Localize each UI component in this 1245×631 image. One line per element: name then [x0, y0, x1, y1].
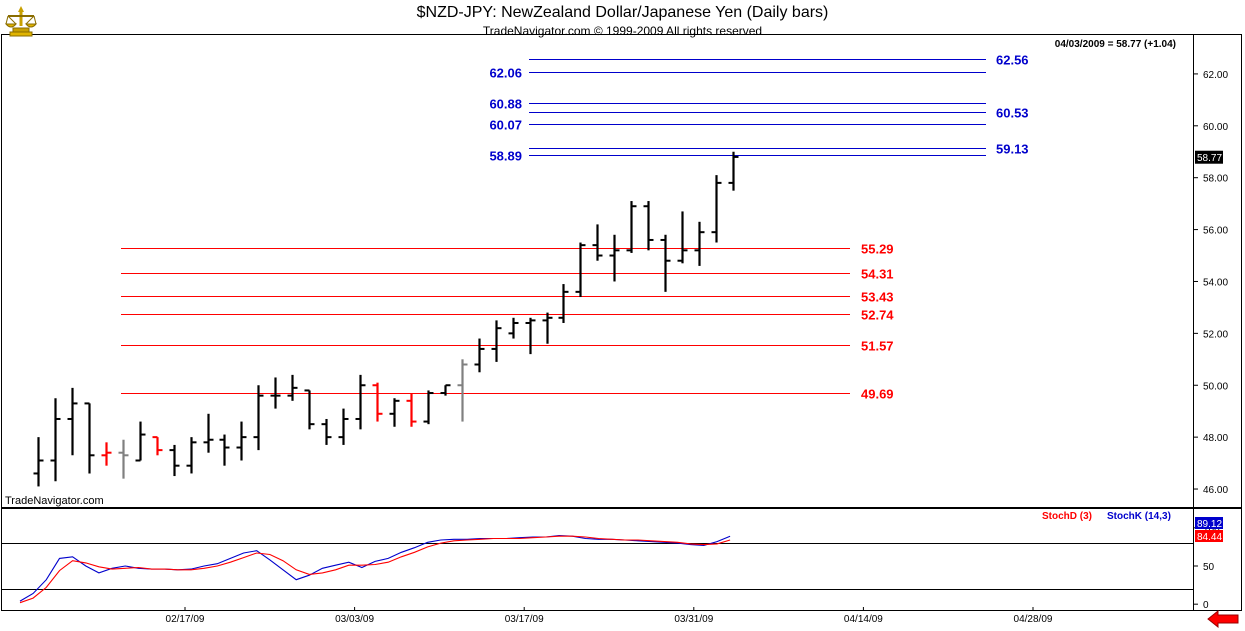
ohlc-bar — [558, 284, 569, 323]
ohlc-bar — [84, 402, 95, 474]
stochd-last-value: 84.44 — [1197, 532, 1222, 543]
fib-level-label: 59.13 — [996, 142, 1029, 157]
chart-title: $NZD-JPY: NewZealand Dollar/Japanese Yen… — [416, 4, 829, 21]
fib-level-label: 62.06 — [489, 66, 522, 81]
ohlc-bar — [203, 413, 214, 453]
ohlc-bar — [372, 382, 383, 422]
date-tick-label: 03/17/09 — [505, 614, 544, 625]
fib-level-label: 49.69 — [861, 387, 894, 402]
ohlc-bar — [440, 384, 451, 396]
stoch-legend-d: StochD (3) — [1042, 511, 1092, 522]
price-tick-label: 50.00 — [1203, 381, 1228, 392]
fib-level-label: 52.74 — [861, 308, 894, 323]
price-tick-label: 58.00 — [1203, 174, 1228, 185]
stoch-panel-frame — [1, 508, 1242, 611]
ohlc-bar — [592, 224, 603, 261]
ohlc-bar — [321, 418, 332, 445]
ohlc-bar — [236, 421, 247, 461]
fib-level-label: 55.29 — [861, 242, 894, 257]
price-tick-label: 52.00 — [1203, 329, 1228, 340]
date-tick-label: 04/14/09 — [844, 614, 883, 625]
price-tick-label: 46.00 — [1203, 485, 1228, 496]
date-tick-label: 03/03/09 — [335, 614, 374, 625]
price-readout: 04/03/2009 = 58.77 (+1.04) — [1055, 39, 1176, 50]
ohlc-bar — [728, 151, 739, 191]
ohlc-bar — [219, 434, 230, 466]
stochk-last-value: 89.12 — [1197, 519, 1222, 530]
ohlc-bar — [542, 312, 553, 344]
trade-navigator-logo-icon — [4, 6, 38, 37]
stochk-last-value-box — [1195, 517, 1223, 529]
stochd-line — [19, 535, 731, 604]
ohlc-bar — [660, 234, 671, 292]
ohlc-bar — [355, 374, 366, 430]
ohlc-bar — [389, 398, 400, 427]
fib-level-label: 60.07 — [489, 118, 522, 133]
ohlc-bar — [186, 437, 197, 474]
ohlc-bar — [338, 408, 349, 445]
fib-level-label: 62.56 — [996, 53, 1029, 68]
watermark: TradeNavigator.com — [5, 495, 104, 507]
price-tick-label: 54.00 — [1203, 277, 1228, 288]
fib-level-label: 54.31 — [861, 267, 894, 282]
scroll-left-arrow-icon[interactable] — [1206, 610, 1240, 628]
last-price-label: 58.77 — [1197, 153, 1222, 164]
ohlc-bar — [694, 221, 705, 266]
date-tick-label: 03/31/09 — [674, 614, 713, 625]
stochd-last-value-box — [1195, 530, 1223, 542]
ohlc-bar — [135, 421, 146, 462]
ohlc-bar — [609, 234, 620, 282]
last-price-box — [1195, 150, 1223, 164]
ohlc-bar — [711, 175, 722, 243]
stoch-tick-label: 50 — [1203, 562, 1215, 573]
ohlc-bar — [423, 390, 434, 425]
ohlc-bar — [270, 377, 281, 409]
fib-level-label: 51.57 — [861, 339, 894, 354]
price-panel-frame — [1, 34, 1242, 508]
ohlc-bar — [525, 317, 536, 355]
date-tick-label: 04/28/09 — [1014, 614, 1053, 625]
ohlc-bar — [101, 442, 112, 466]
ohlc-bar — [474, 338, 485, 373]
ohlc-bar — [287, 374, 298, 401]
price-tick-label: 56.00 — [1203, 226, 1228, 237]
ohlc-bar — [491, 320, 502, 362]
price-tick-label: 48.00 — [1203, 433, 1228, 444]
ohlc-bar — [626, 201, 637, 253]
price-tick-label: 60.00 — [1203, 122, 1228, 133]
ohlc-bar — [575, 242, 586, 298]
ohlc-bar — [152, 436, 163, 456]
ohlc-bar — [50, 398, 61, 482]
stoch-tick-label: 100 — [1203, 524, 1220, 535]
ohlc-bar — [643, 201, 654, 251]
stoch-tick-label: 0 — [1203, 600, 1209, 611]
ohlc-bar — [508, 317, 519, 339]
fib-level-label: 60.53 — [996, 106, 1029, 121]
date-tick-label: 02/17/09 — [166, 614, 205, 625]
ohlc-bar — [67, 387, 78, 456]
fib-level-label: 58.89 — [489, 149, 522, 164]
chart-subtitle: TradeNavigator.com © 1999-2009 All right… — [482, 24, 763, 38]
ohlc-bar — [677, 211, 688, 264]
fib-level-label: 53.43 — [861, 290, 894, 305]
ohlc-bar — [118, 439, 129, 479]
ohlc-bar — [457, 359, 468, 422]
ohlc-bar — [406, 393, 417, 427]
ohlc-bar — [304, 389, 315, 430]
ohlc-bar — [33, 437, 44, 487]
ohlc-bar — [169, 444, 180, 477]
fib-level-label: 60.88 — [489, 97, 522, 112]
stoch-legend-k: StochK (14,3) — [1107, 511, 1171, 522]
price-tick-label: 62.00 — [1203, 70, 1228, 81]
ohlc-bar — [253, 385, 264, 451]
